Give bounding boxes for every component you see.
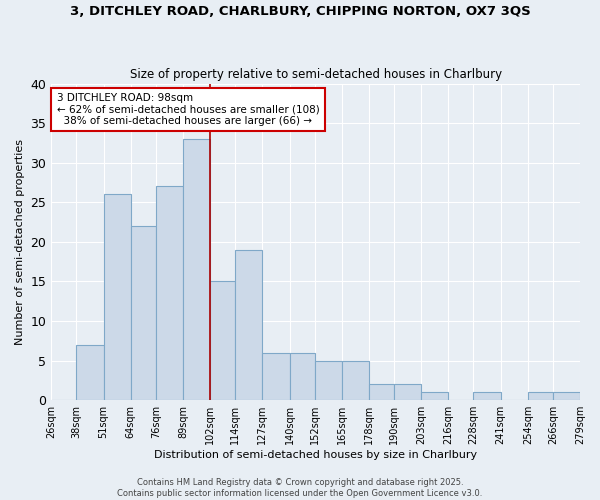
Title: Size of property relative to semi-detached houses in Charlbury: Size of property relative to semi-detach… bbox=[130, 68, 502, 81]
Bar bbox=[156, 186, 183, 400]
Bar bbox=[473, 392, 500, 400]
Bar bbox=[76, 345, 104, 400]
Bar bbox=[104, 194, 131, 400]
Bar bbox=[342, 360, 369, 400]
Y-axis label: Number of semi-detached properties: Number of semi-detached properties bbox=[15, 139, 25, 345]
Bar bbox=[210, 282, 235, 400]
X-axis label: Distribution of semi-detached houses by size in Charlbury: Distribution of semi-detached houses by … bbox=[154, 450, 477, 460]
Text: 3, DITCHLEY ROAD, CHARLBURY, CHIPPING NORTON, OX7 3QS: 3, DITCHLEY ROAD, CHARLBURY, CHIPPING NO… bbox=[70, 5, 530, 18]
Bar bbox=[528, 392, 553, 400]
Bar bbox=[394, 384, 421, 400]
Text: Contains HM Land Registry data © Crown copyright and database right 2025.
Contai: Contains HM Land Registry data © Crown c… bbox=[118, 478, 482, 498]
Bar bbox=[183, 139, 210, 400]
Bar bbox=[235, 250, 262, 400]
Bar bbox=[262, 352, 290, 400]
Text: 3 DITCHLEY ROAD: 98sqm
← 62% of semi-detached houses are smaller (108)
  38% of : 3 DITCHLEY ROAD: 98sqm ← 62% of semi-det… bbox=[56, 93, 319, 126]
Bar bbox=[553, 392, 580, 400]
Bar bbox=[131, 226, 156, 400]
Bar bbox=[290, 352, 314, 400]
Bar bbox=[314, 360, 342, 400]
Bar bbox=[369, 384, 394, 400]
Bar bbox=[421, 392, 448, 400]
